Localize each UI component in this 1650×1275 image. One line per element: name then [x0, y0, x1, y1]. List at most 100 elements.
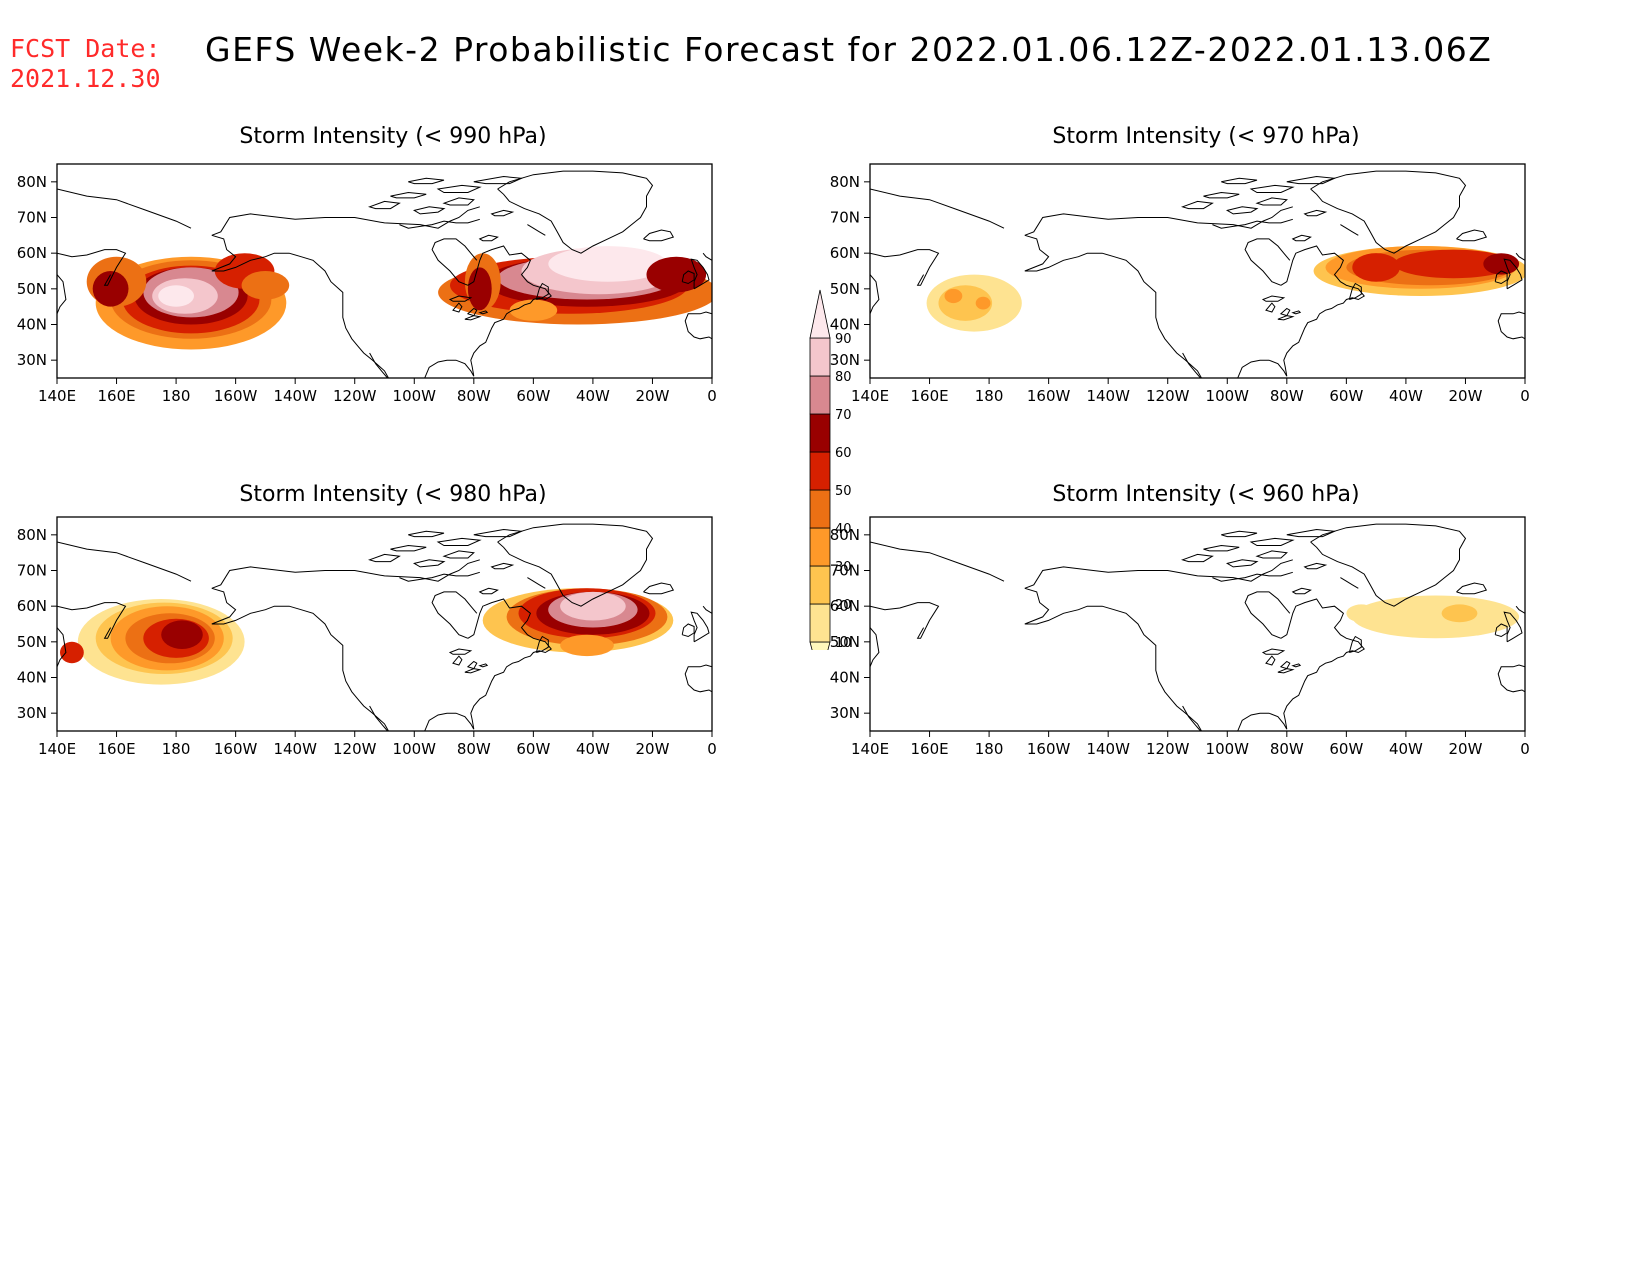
coastline [1286, 528, 1337, 538]
lon-label: 20W [1448, 387, 1482, 405]
lon-label: 140W [1086, 740, 1130, 758]
coastline [369, 705, 389, 731]
lat-label: 60N [17, 244, 47, 262]
colorbar-label: 10 [835, 636, 852, 650]
lat-label: 80N [830, 526, 860, 544]
lat-label: 40N [830, 316, 860, 334]
coastline [535, 282, 549, 300]
probability-area [158, 285, 195, 307]
lat-label: 60N [17, 597, 47, 615]
map-frame [869, 516, 1526, 732]
coastline [1244, 591, 1291, 639]
lon-label: 120W [1146, 740, 1190, 758]
coastline [1277, 315, 1295, 321]
coastline [1279, 307, 1291, 317]
lon-label: 20W [635, 740, 669, 758]
lon-label: 20W [1448, 740, 1482, 758]
coastline [1494, 623, 1508, 638]
coastline [497, 523, 654, 607]
lon-label: 140E [38, 740, 76, 758]
coastline [436, 184, 482, 193]
lon-label: 160W [214, 740, 258, 758]
coastline [1291, 310, 1302, 315]
coastline [1456, 582, 1488, 595]
lat-label: 50N [17, 280, 47, 298]
coastline [436, 537, 482, 546]
panel-title-990: Storm Intensity (< 990 hPa) [239, 124, 547, 149]
coastline [466, 307, 478, 317]
lon-label: 100W [1206, 387, 1250, 405]
coastline [870, 602, 940, 639]
probability-area [1346, 604, 1377, 623]
coastlines [870, 523, 1525, 731]
coastline [412, 206, 446, 215]
coastline [408, 177, 445, 185]
coastline [1024, 234, 1203, 378]
lat-label: 80N [17, 526, 47, 544]
coastline [464, 315, 482, 321]
forecast-date-label: FCST Date: [10, 34, 161, 63]
probability-area [161, 620, 203, 649]
probability-area [1394, 249, 1513, 279]
coastline [424, 245, 552, 378]
coastline [684, 664, 712, 693]
lon-label: 160E [910, 740, 948, 758]
coastline [408, 530, 445, 538]
coastline [1255, 550, 1288, 559]
coastline [478, 587, 499, 595]
lon-label: 40W [1389, 740, 1423, 758]
probability-colorbar: 10 20 30 40 50 60 70 80 90 [809, 289, 852, 650]
coastline [448, 648, 473, 655]
coastline [1249, 537, 1295, 546]
coastline [448, 295, 473, 302]
coastline [643, 229, 675, 242]
coastline [1291, 587, 1312, 595]
probability-area [548, 246, 668, 282]
coastline [1221, 530, 1258, 538]
lat-label: 40N [17, 316, 47, 334]
colorbar-swatch [809, 375, 831, 415]
coastline [1456, 229, 1488, 242]
forecast-date-value: 2021.12.30 [10, 64, 161, 93]
lon-label: 140E [851, 740, 889, 758]
coastline [211, 587, 390, 731]
lon-label: 100W [393, 740, 437, 758]
coastline [368, 553, 401, 563]
coastline [1261, 295, 1286, 302]
coastline [1503, 611, 1523, 643]
lon-label: 100W [393, 387, 437, 405]
coastline [681, 270, 695, 285]
lon-label: 60W [1329, 740, 1363, 758]
coastline [452, 655, 463, 666]
colorbar-swatch [809, 337, 831, 377]
forecast-date-block: FCST Date: 2021.12.30 [10, 34, 161, 94]
lon-label: 0 [1520, 740, 1530, 758]
coastline [478, 663, 489, 668]
coastline [1265, 302, 1276, 313]
probability-area [944, 288, 963, 304]
coastline [473, 528, 524, 538]
lon-label: 160E [910, 387, 948, 405]
coastline [870, 627, 880, 667]
probability-shading [57, 170, 712, 378]
coastline [1024, 587, 1203, 731]
colorbar-swatch [809, 289, 831, 339]
coastline [527, 577, 546, 589]
lon-label: 0 [707, 387, 717, 405]
coastline [535, 635, 549, 653]
coastline [1225, 206, 1259, 215]
coastline [442, 550, 475, 559]
lat-label: 50N [17, 633, 47, 651]
lon-label: 80W [1270, 740, 1304, 758]
coastline [390, 191, 427, 199]
coastline [490, 209, 515, 217]
coastline [478, 310, 489, 315]
coastline [1286, 175, 1337, 185]
lon-label: 180 [162, 740, 191, 758]
coastlines [57, 523, 712, 731]
coastline [1515, 252, 1525, 261]
colorbar-swatch [809, 451, 831, 491]
lat-label: 50N [830, 280, 860, 298]
lat-label: 40N [17, 669, 47, 687]
probability-area [1352, 253, 1400, 282]
